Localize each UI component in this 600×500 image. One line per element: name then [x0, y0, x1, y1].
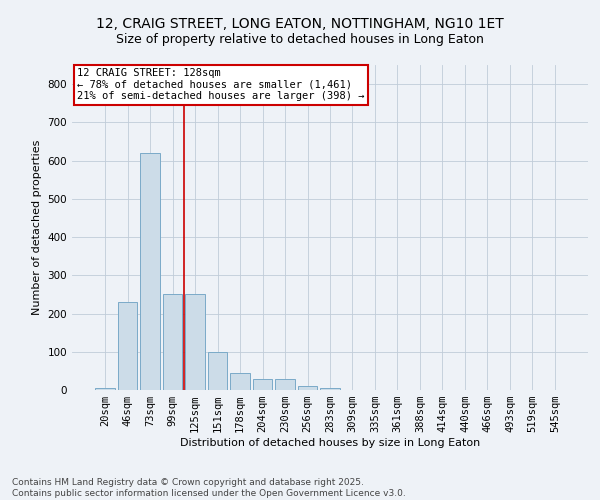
Y-axis label: Number of detached properties: Number of detached properties	[32, 140, 42, 315]
X-axis label: Distribution of detached houses by size in Long Eaton: Distribution of detached houses by size …	[180, 438, 480, 448]
Bar	[95, 388, 115, 390]
Text: Contains HM Land Registry data © Crown copyright and database right 2025.
Contai: Contains HM Land Registry data © Crown c…	[12, 478, 406, 498]
Text: 12 CRAIG STREET: 128sqm
← 78% of detached houses are smaller (1,461)
21% of semi: 12 CRAIG STREET: 128sqm ← 78% of detache…	[77, 68, 365, 102]
Bar	[230, 373, 250, 390]
Bar	[163, 294, 182, 390]
Text: Size of property relative to detached houses in Long Eaton: Size of property relative to detached ho…	[116, 32, 484, 46]
Text: 12, CRAIG STREET, LONG EATON, NOTTINGHAM, NG10 1ET: 12, CRAIG STREET, LONG EATON, NOTTINGHAM…	[96, 18, 504, 32]
Bar	[275, 378, 295, 390]
Bar	[208, 352, 227, 390]
Bar	[253, 378, 272, 390]
Bar	[320, 388, 340, 390]
Bar	[140, 153, 160, 390]
Bar	[298, 386, 317, 390]
Bar	[118, 302, 137, 390]
Bar	[185, 294, 205, 390]
